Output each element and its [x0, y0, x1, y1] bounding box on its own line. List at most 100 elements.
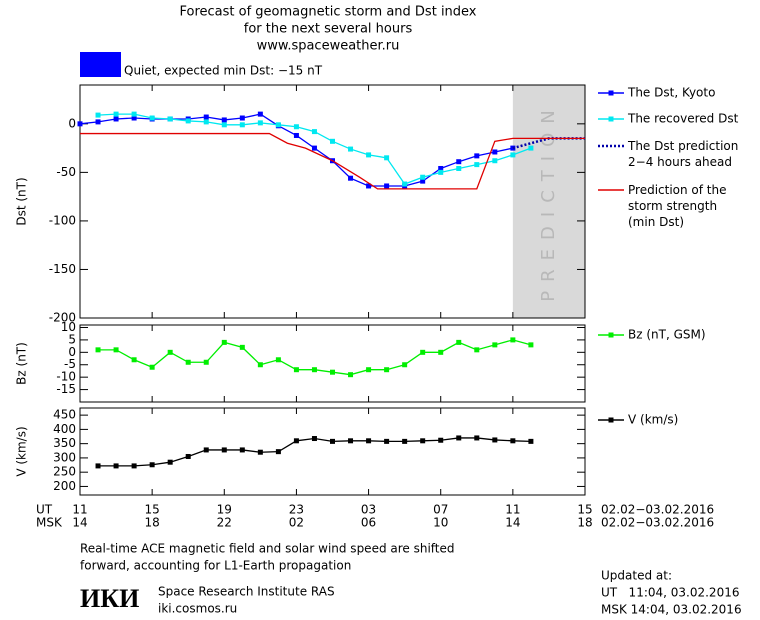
marker [203, 359, 209, 365]
marker [293, 367, 299, 373]
marker [384, 155, 390, 161]
x-tick-label: 15 [145, 503, 160, 517]
marker [348, 146, 354, 152]
updated: MSK 14:04, 03.02.2016 [601, 603, 742, 617]
y-tick-label: -50 [56, 165, 76, 179]
marker [167, 116, 173, 122]
y-tick-label: -150 [49, 262, 76, 276]
y-tick-label: 250 [53, 465, 76, 479]
marker [239, 344, 245, 350]
updated: Updated at: [601, 569, 672, 583]
y-tick-label: -100 [49, 213, 76, 227]
y-tick-label: 300 [53, 450, 76, 464]
panel-frame [79, 407, 586, 496]
footer-note: forward, accounting for L1-Earth propaga… [80, 559, 351, 573]
status-box [80, 52, 121, 77]
marker [203, 114, 209, 120]
marker [257, 449, 263, 455]
marker [221, 339, 227, 345]
footer-note: Real-time ACE magnetic field and solar w… [80, 542, 455, 556]
marker [275, 122, 281, 128]
y-tick-label: 200 [53, 479, 76, 493]
marker [203, 119, 209, 125]
marker [348, 175, 354, 181]
y-tick-label: 5 [68, 332, 76, 346]
panel-frame [79, 84, 586, 319]
marker [149, 462, 155, 468]
series-line [98, 437, 531, 467]
marker [366, 367, 372, 373]
y-tick-label: -5 [64, 357, 76, 371]
legend-entry: Prediction of the storm strength (min Dst) [628, 183, 727, 229]
marker [95, 112, 101, 118]
marker [492, 437, 498, 443]
marker [95, 463, 101, 469]
legend-entry: V (km/s) [628, 413, 678, 427]
prediction-label: PREDICTION [538, 101, 559, 301]
title-line: for the next several hours [244, 22, 413, 37]
prediction-region [512, 85, 585, 318]
marker [275, 449, 281, 455]
marker [366, 183, 372, 189]
marker [438, 165, 444, 171]
marker [330, 369, 335, 375]
marker [348, 372, 354, 378]
x-tick-label-msk: 18 [577, 516, 592, 530]
marker [239, 122, 245, 128]
legend-entry: Bz (nT, GSM) [628, 328, 706, 342]
x-tick-label: 11 [72, 503, 87, 517]
x-tick-label-msk: 18 [145, 516, 160, 530]
marker [275, 357, 281, 363]
y-tick-label: -10 [56, 370, 76, 384]
marker [474, 162, 480, 168]
marker [510, 152, 516, 158]
marker [95, 119, 101, 125]
x-tick-label: 11 [505, 503, 520, 517]
marker [131, 463, 137, 469]
y-tick-label: -200 [49, 311, 76, 325]
marker [474, 153, 480, 159]
x-tick-label: 07 [433, 503, 448, 517]
marker [113, 116, 119, 122]
marker [528, 145, 534, 151]
marker [311, 436, 317, 442]
site: iki.cosmos.ru [158, 602, 237, 616]
marker [77, 121, 83, 127]
marker [456, 159, 462, 165]
marker [221, 122, 227, 128]
x-tick-label-msk: 10 [433, 516, 448, 530]
marker [293, 132, 299, 138]
y-tick-label: 0 [68, 116, 76, 130]
marker [510, 438, 516, 444]
marker [384, 183, 390, 189]
legend-marker [608, 332, 614, 338]
x-row-label: UT [36, 503, 53, 517]
marker [311, 367, 317, 373]
y-tick-label: 400 [53, 422, 76, 436]
series-line [80, 132, 585, 190]
marker [474, 435, 480, 441]
x-tick-label: 23 [289, 503, 304, 517]
x-tick-label-msk: 22 [217, 516, 232, 530]
marker [492, 158, 498, 164]
y-tick-label: 450 [53, 408, 76, 422]
marker [366, 438, 372, 444]
marker [221, 117, 227, 123]
marker [113, 111, 119, 117]
marker [239, 447, 245, 453]
title-line: www.spaceweather.ru [257, 39, 400, 54]
marker [239, 115, 245, 121]
marker [293, 124, 299, 130]
marker [257, 362, 263, 368]
date-range: 02.02−03.02.2016 [601, 516, 714, 530]
marker [149, 364, 155, 370]
marker [221, 447, 227, 453]
marker [510, 337, 516, 343]
marker [113, 463, 119, 469]
marker [185, 453, 191, 459]
marker [167, 459, 173, 465]
marker [131, 357, 137, 363]
logo: ИКИ [80, 584, 139, 613]
marker [474, 347, 480, 353]
